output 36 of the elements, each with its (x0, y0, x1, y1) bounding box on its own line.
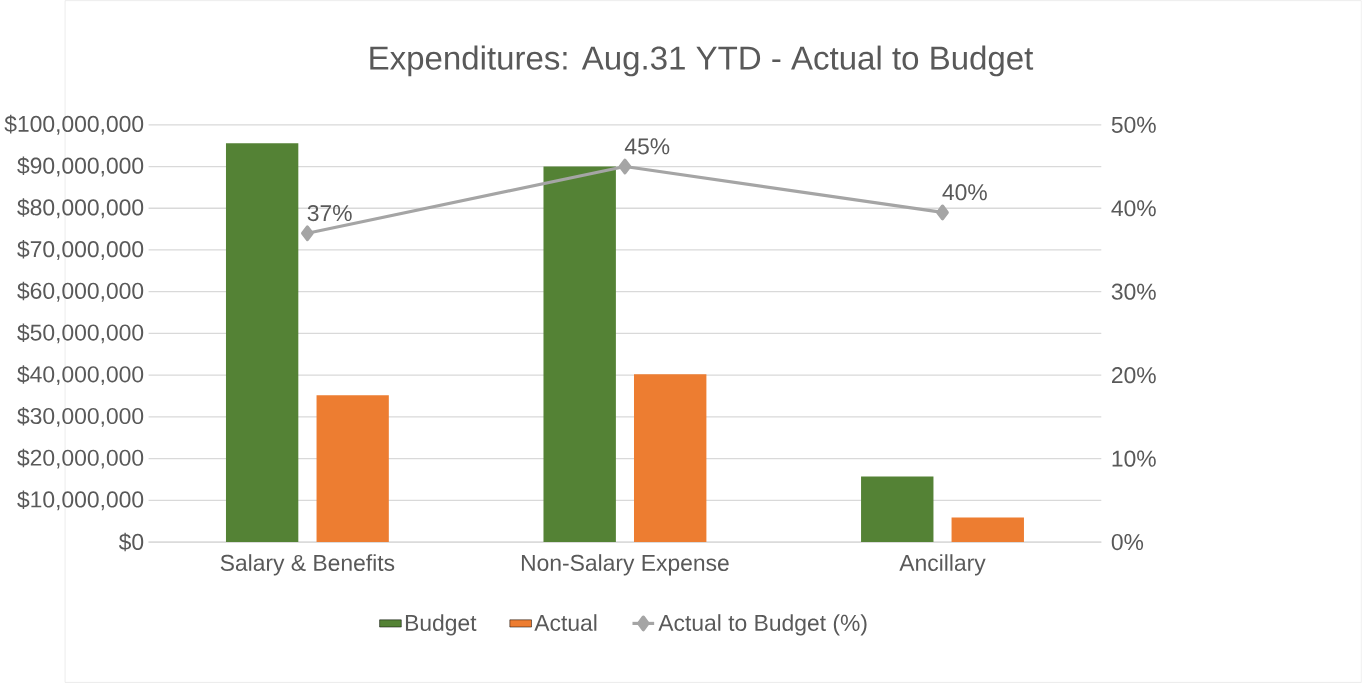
x-tick-label: Salary & Benefits (220, 554, 395, 576)
bar (543, 166, 616, 543)
y2-tick-label: 10% (1112, 450, 1156, 467)
point (301, 225, 314, 242)
y-tick-label: $10,000,000 (17, 490, 144, 511)
point (936, 204, 949, 221)
legend-label: Budget (405, 614, 477, 636)
y-tick-label: $60,000,000 (17, 281, 144, 302)
y-tick-label: $20,000,000 (17, 448, 144, 469)
x-tick-label: Non-Salary Expense (521, 554, 729, 576)
bar (861, 476, 934, 543)
bar (316, 395, 389, 543)
bar (951, 517, 1024, 543)
legend-label: Actual (534, 614, 597, 631)
bar (225, 143, 299, 543)
chart-title: Expenditures: Aug.31 YTD - Actual to Budget (370, 45, 1034, 77)
data-label: 40% (942, 184, 987, 201)
y-tick-label: $0 (118, 532, 144, 552)
legend-label: Actual to Budget (%) (658, 614, 867, 636)
point (618, 158, 632, 175)
y-tick-label: $40,000,000 (17, 365, 144, 386)
y2-tick-label: 20% (1112, 367, 1156, 384)
data-label: 45% (624, 138, 670, 155)
y-tick-label: $80,000,000 (17, 198, 144, 219)
y-tick-label: $90,000,000 (17, 156, 144, 177)
bar (633, 374, 707, 543)
y2-tick-label: 50% (1111, 116, 1156, 133)
y-tick-label: $30,000,000 (17, 406, 144, 427)
y2-tick-label: 40% (1111, 200, 1156, 217)
y-tick-label: $100,000,000 (4, 114, 144, 135)
y-tick-label: $70,000,000 (17, 240, 144, 260)
y-tick-label: $50,000,000 (17, 323, 144, 344)
x-tick-label: Ancillary (899, 554, 986, 576)
y2-tick-label: 30% (1111, 283, 1156, 300)
data-label: 37% (307, 204, 352, 222)
y2-tick-label: 0% (1111, 533, 1144, 551)
